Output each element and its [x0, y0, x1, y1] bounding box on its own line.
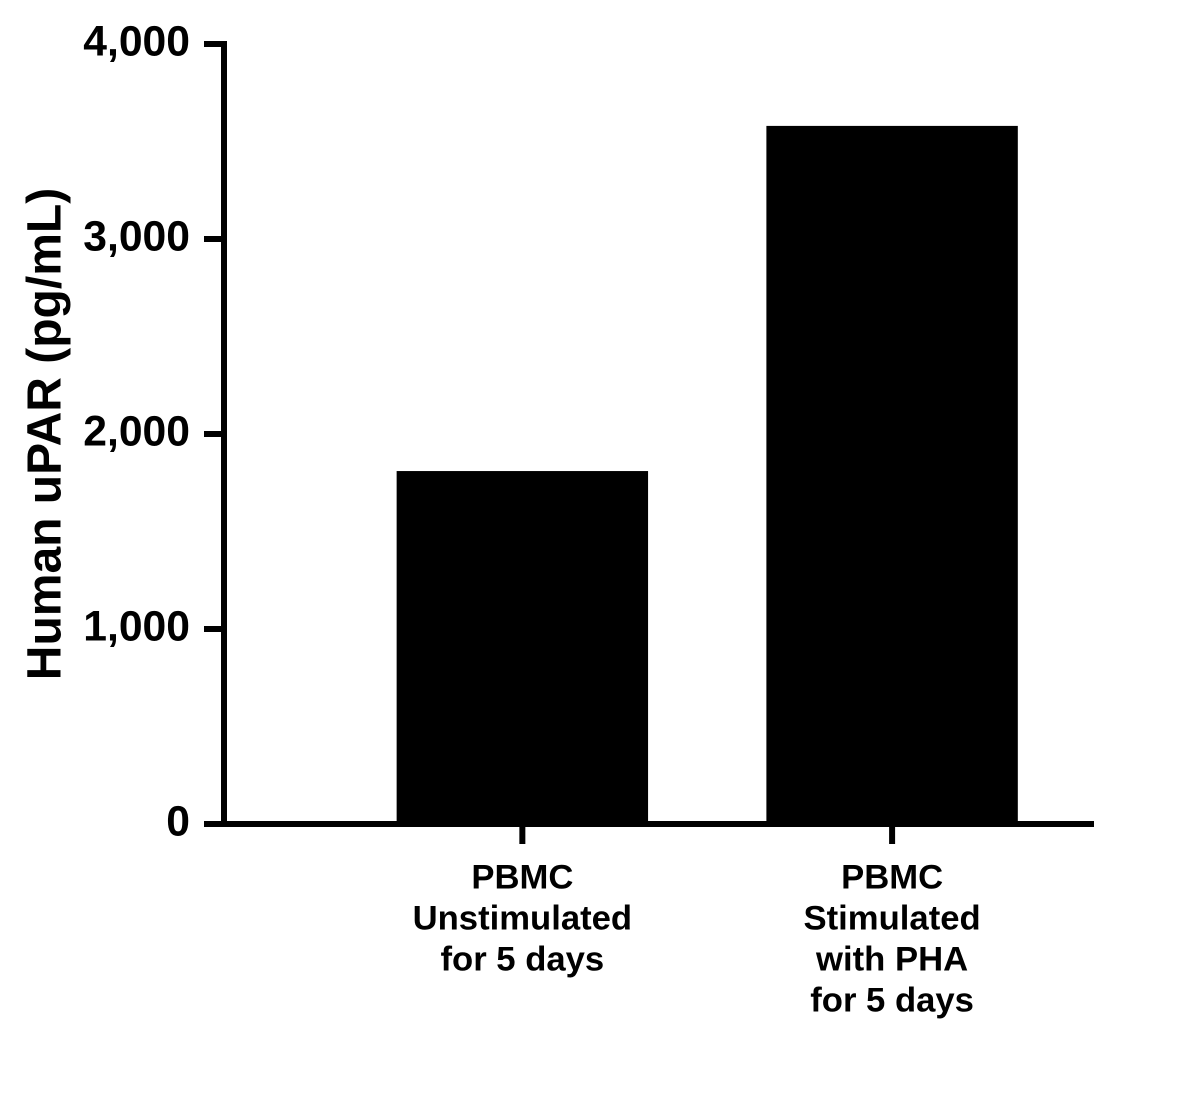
y-tick-label: 3,000: [83, 212, 190, 260]
x-tick-label: for 5 days: [810, 981, 974, 1019]
y-tick-label: 4,000: [83, 17, 190, 65]
x-tick-label: Unstimulated: [413, 900, 633, 938]
y-axis-title: Human uPAR (pg/mL): [19, 188, 72, 680]
bar: [397, 471, 648, 824]
bar: [766, 126, 1017, 824]
x-tick-label: for 5 days: [440, 940, 604, 978]
y-tick-label: 1,000: [83, 602, 190, 650]
x-tick-label: with PHA: [815, 940, 968, 978]
y-tick-label: 0: [166, 797, 190, 845]
x-tick-label: PBMC: [841, 859, 943, 897]
y-tick-label: 2,000: [83, 407, 190, 455]
chart-svg: 0 1,000 2,000 3,000 4,000 Human uPAR (pg/mL) P…: [0, 0, 1179, 1106]
x-tick-label: Stimulated: [804, 900, 981, 938]
bar-chart: 0 1,000 2,000 3,000 4,000 Human uPAR (pg/mL) P…: [0, 0, 1179, 1106]
x-tick-label: PBMC: [471, 859, 573, 897]
